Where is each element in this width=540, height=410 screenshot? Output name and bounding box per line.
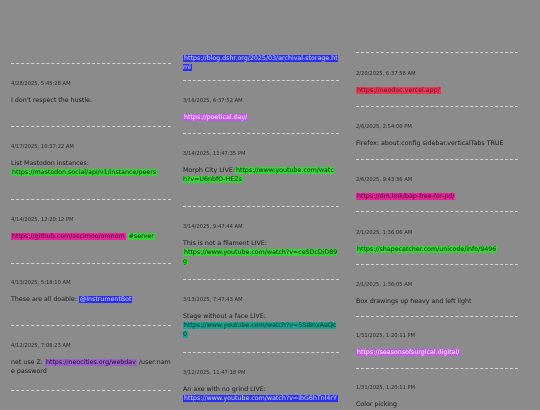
entry-divider: [11, 199, 171, 200]
entry-link[interactable]: https://github.com/ascimoo/omnom: [11, 233, 126, 240]
entry-text: net use Z: https://neocities.org/webdav …: [11, 359, 171, 377]
entry-text: https://dm.link/bap-free-for-pd/: [356, 193, 518, 202]
feed-entry: 3/13/2025, 7:47:43 AM Stage without a fa…: [183, 297, 339, 339]
feed-entry: 2/1/2025, 1:36:05 AM Box drawings up hea…: [356, 282, 518, 307]
entry-text: Stage without a face LIVE: https://www.yo…: [183, 313, 339, 339]
feed-entry: 4/17/2025, 10:37:22 AM List Mastodon ins…: [11, 144, 171, 178]
entry-text: https://seasonsofsurgical.digital/: [356, 349, 518, 358]
entry-text: https://poetical.day/: [183, 114, 339, 123]
entry-divider: [356, 264, 518, 265]
entry-text: These are all doable: @InstrumentBot: [11, 296, 171, 305]
feed-entry: 4/13/2025, 5:18:10 AM These are all doab…: [11, 280, 171, 305]
entry-text-content: Box drawings up heavy and left light: [356, 298, 472, 305]
entry-text-content: List Mastodon instances:: [11, 160, 89, 167]
feed-entry: 3/14/2025, 9:47:44 AM This is not a fila…: [183, 224, 339, 266]
entry-divider: [183, 80, 339, 81]
entry-date: 3/14/2025, 11:47:35 PM: [183, 151, 246, 157]
entry-divider: [356, 106, 518, 107]
entry-divider: [356, 368, 518, 369]
entry-date: 2/6/2025, 9:43:36 AM: [356, 177, 413, 183]
entry-text: https://shapecatcher.com/unicode/info/94…: [356, 246, 518, 255]
entry-date: 4/13/2025, 5:18:10 AM: [11, 280, 71, 286]
entry-link[interactable]: https://www.youtube.com/watch?v=5SI8nxAa…: [183, 321, 337, 338]
entry-link[interactable]: https://blog.dshr.org/2025/03/archival-s…: [183, 55, 338, 71]
feed-entry: 1/31/2025, 1:20:11 PM https://seasonsofs…: [356, 333, 518, 358]
entry-text-tail: /user:name password: [11, 359, 171, 375]
feed-entry: 3/16/2025, 6:37:52 AM https://poetical.d…: [183, 98, 339, 123]
entry-divider: [183, 352, 339, 353]
entry-text: https://github.com/ascimoo/omnom #server: [11, 233, 171, 242]
entry-divider: [183, 279, 339, 280]
entry-date: 3/13/2025, 7:47:43 AM: [183, 297, 243, 303]
entry-divider: [11, 325, 171, 326]
entry-date: 3/16/2025, 6:37:52 AM: [183, 98, 243, 104]
entry-text-content: This is not a filament LIVE:: [183, 240, 267, 247]
entry-text: I don't respect the hustle.: [11, 97, 171, 106]
entry-text-content: Firefox: about:config sidebar.verticalTa…: [356, 140, 504, 147]
entry-date: 2/20/2025, 6:37:58 AM: [356, 71, 416, 77]
entry-link[interactable]: https://www.youtube.com/watch?v=ceSDcDiD…: [183, 248, 338, 265]
entry-divider: [183, 206, 339, 207]
entry-divider: [356, 159, 518, 160]
entry-divider: [356, 316, 518, 317]
entry-text-content: An axe with no grind LIVE:: [183, 386, 266, 393]
feed-entry: 3/14/2025, 11:47:35 PM Morph City LIVE:h…: [183, 151, 339, 185]
entry-text-content: Stage without a face LIVE:: [183, 313, 266, 320]
entry-text: An axe with no grind LIVE: https://www.yo…: [183, 386, 339, 404]
entry-text: Color picking: [356, 401, 518, 410]
feed-entry: https://blog.dshr.org/2025/03/archival-s…: [183, 55, 339, 73]
entry-date: 2/1/2025, 1:36:05 AM: [356, 282, 413, 288]
entry-text-content: I don't respect the hustle.: [11, 97, 93, 104]
entry-link[interactable]: https://neocities.org/webdav: [44, 359, 137, 366]
feed-entry: 1/31/2025, 1:20:11 PM Color picking: [356, 385, 518, 410]
entry-divider: [11, 126, 171, 127]
entry-link[interactable]: https://poetical.day/: [183, 114, 249, 121]
entry-text: List Mastodon instances: https://mastodon…: [11, 160, 171, 178]
entry-date: 4/14/2025, 12:20:12 PM: [11, 217, 74, 223]
entry-date: 2/6/2025, 2:54:00 PM: [356, 124, 412, 130]
entry-date: 3/12/2025, 11:47:18 PM: [183, 370, 246, 376]
feed-entry: 2/6/2025, 2:54:00 PM Firefox: about:conf…: [356, 124, 518, 149]
entry-text: https://blog.dshr.org/2025/03/archival-s…: [183, 55, 339, 73]
entry-divider: [11, 390, 171, 391]
feed-entry: 4/28/2025, 5:45:28 AM I don't respect th…: [11, 81, 171, 106]
entry-text: Firefox: about:config sidebar.verticalTa…: [356, 140, 518, 149]
feed-entry: 2/20/2025, 6:37:58 AM https://neodoc.ver…: [356, 71, 518, 96]
entry-date: 1/31/2025, 1:20:11 PM: [356, 333, 416, 339]
entry-text-content: net use Z:: [11, 359, 43, 366]
entry-text: https://neodoc.vercel.app/: [356, 87, 518, 96]
feed-entry: 4/12/2025, 7:06:23 AM net use Z: https:/…: [11, 343, 171, 377]
entry-divider: [11, 63, 171, 64]
entry-text: Morph City LIVE:https://www.youtube.com/…: [183, 167, 339, 185]
entry-link[interactable]: https://shapecatcher.com/unicode/info/94…: [356, 246, 498, 253]
entry-divider: [11, 263, 171, 264]
entry-link[interactable]: https://neodoc.vercel.app/: [356, 87, 441, 94]
feed-entry: 3/12/2025, 11:47:18 PM An axe with no gr…: [183, 370, 339, 404]
entry-hashtag-link[interactable]: #server: [127, 233, 155, 240]
entry-link[interactable]: https://www.youtube.com/watch?v=ibG6hTnl…: [183, 394, 338, 402]
feed-entry: 4/14/2025, 12:20:12 PM https://github.co…: [11, 217, 171, 242]
entry-link[interactable]: https://seasonsofsurgical.digital/: [356, 349, 461, 356]
entry-link[interactable]: https://mastodon.social/api/v1/instance/…: [11, 168, 158, 176]
entry-date: 2/1/2025, 1:36:06 AM: [356, 230, 413, 236]
entry-date: 3/14/2025, 9:47:44 AM: [183, 224, 243, 230]
entry-divider: [356, 52, 518, 53]
entry-text: This is not a filament LIVE: https://www.…: [183, 240, 339, 266]
entry-mention-link[interactable]: @InstrumentBot: [78, 296, 133, 303]
entry-date: 4/12/2025, 7:06:23 AM: [11, 343, 71, 349]
entry-text-content: Morph City LIVE:: [183, 167, 235, 174]
entry-date: 4/17/2025, 10:37:22 AM: [11, 144, 74, 150]
entry-divider: [356, 211, 518, 212]
feed-entry: 2/6/2025, 9:43:36 AM https://dm.link/bap…: [356, 177, 518, 202]
entry-date: 1/31/2025, 1:20:11 PM: [356, 385, 416, 391]
entry-divider: [183, 133, 339, 134]
entry-date: 4/28/2025, 5:45:28 AM: [11, 81, 71, 87]
entry-text: Box drawings up heavy and left light: [356, 298, 518, 307]
entry-link[interactable]: https://dm.link/bap-free-for-pd/: [356, 193, 456, 200]
feed-entry: 2/1/2025, 1:36:06 AM https://shapecatche…: [356, 230, 518, 255]
entry-text-content: These are all doable:: [11, 296, 77, 303]
